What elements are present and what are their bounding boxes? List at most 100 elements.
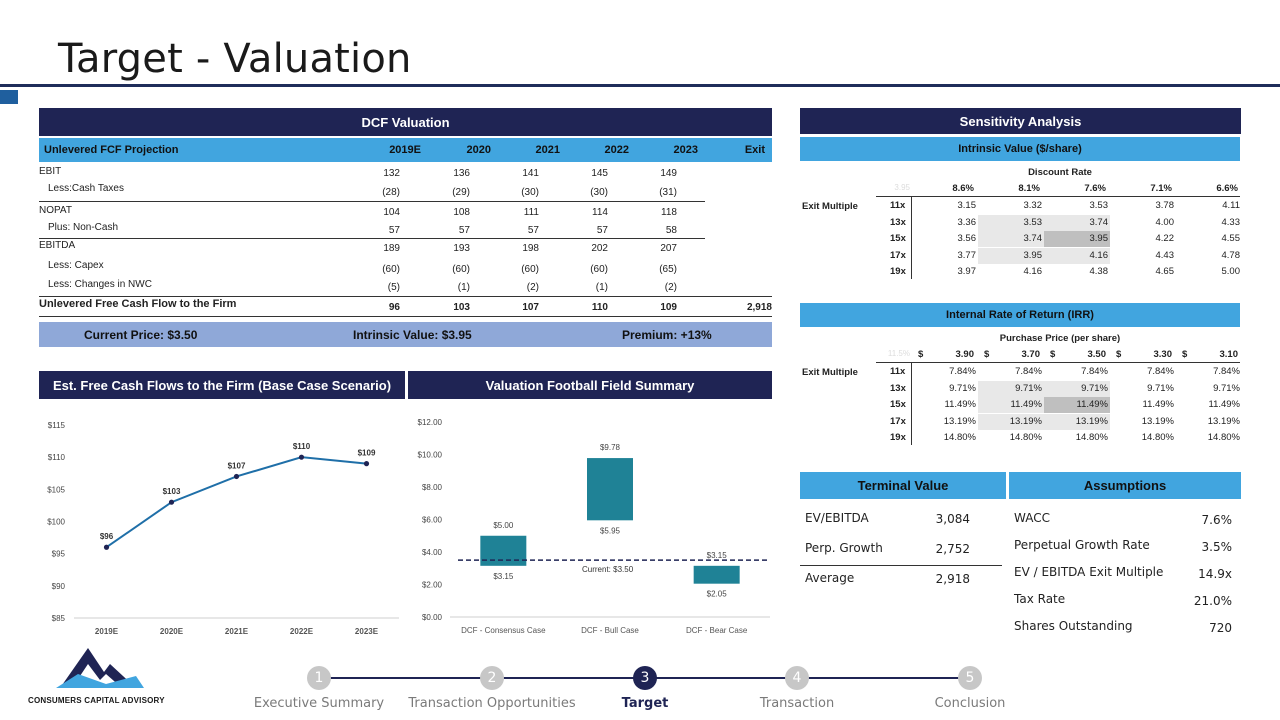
dcf-cell: (1) <box>595 282 608 293</box>
sensitivity-cell: 14.80% <box>1141 432 1174 443</box>
range-high-label: $3.15 <box>707 551 728 560</box>
nav-step-1[interactable]: 1 <box>307 666 331 690</box>
data-point <box>233 473 240 480</box>
data-label: $109 <box>358 449 376 458</box>
sensitivity-row-title: Exit Multiple <box>802 201 858 212</box>
dcf-year-header: 2020 <box>466 144 491 156</box>
irr-title: Internal Rate of Return (IRR) <box>800 303 1240 327</box>
terminal-value-row: Average 2,918 <box>800 571 1002 591</box>
sensitivity-cell: 4.33 <box>1221 216 1241 228</box>
assumption-label: EV / EBITDA Exit Multiple <box>1014 565 1164 579</box>
terminal-value-amount: 2,918 <box>935 572 970 586</box>
assumption-value: 14.9x <box>1198 567 1232 581</box>
y-tick-label: $10.00 <box>418 451 443 460</box>
sensitivity-corner: 3.95 <box>894 183 910 192</box>
sensitivity-cell: 9.71% <box>949 382 976 394</box>
sensitivity-cell: 11.49% <box>944 399 976 410</box>
assumption-row: Perpetual Growth Rate 3.5% <box>1009 538 1241 558</box>
y-tick-label: $12.00 <box>418 418 443 427</box>
premium: Premium: +13% <box>622 328 712 342</box>
nav-step-4[interactable]: 4 <box>785 666 809 690</box>
dcf-row-label: Less:Cash Taxes <box>48 183 124 194</box>
price-summary-bar: Current Price: $3.50 Intrinsic Value: $3… <box>39 322 772 347</box>
sensitivity-side-rule <box>911 363 912 445</box>
series-line <box>105 456 367 549</box>
sensitivity-cell: 3.95 <box>978 247 1044 264</box>
current-price: Current Price: $3.50 <box>84 328 198 342</box>
sensitivity-cell: 9.71% <box>1213 382 1240 394</box>
dcf-cell: 57 <box>388 225 400 236</box>
dcf-cell: 132 <box>383 168 400 179</box>
x-tick-label: 2023E <box>355 627 379 636</box>
dcf-cell: (28) <box>382 187 400 198</box>
dcf-row-label: Unlevered Free Cash Flow to the Firm <box>39 298 237 310</box>
sensitivity-cell: 4.43 <box>1155 249 1175 261</box>
dcf-cell: 198 <box>522 243 539 254</box>
dcf-cell: (30) <box>521 187 539 198</box>
sensitivity-col-header: 3.90 <box>955 349 975 360</box>
intrinsic-sensitivity-table: Discount Rate 3.95 8.6% 8.1% 7.6% 7.1% 6.6% Exi… <box>800 165 1240 280</box>
nav-label[interactable]: Conclusion <box>934 696 1006 711</box>
y-tick-label: $90 <box>52 582 66 591</box>
dcf-cell: 207 <box>660 243 677 254</box>
dcf-cell: 111 <box>523 207 539 218</box>
dcf-subheader: Unlevered FCF Projection 2019E 2020 2021… <box>39 138 772 162</box>
dcf-cell: (29) <box>452 187 470 198</box>
dcf-row-label: Plus: Non-Cash <box>48 222 119 233</box>
dcf-rule <box>39 238 705 239</box>
sensitivity-cell: 11.49% <box>978 397 1044 413</box>
sensitivity-row-label: 19x <box>890 432 906 443</box>
valuation-range-bar <box>693 565 740 584</box>
dcf-cell: 145 <box>591 168 608 179</box>
data-point <box>298 454 305 460</box>
terminal-value-header: Terminal Value <box>800 472 1006 499</box>
sensitivity-header-rule <box>876 196 1240 197</box>
dcf-cell: 109 <box>660 302 677 313</box>
fcf-line-chart: $85 $90 $95 $100 $105 $110 $115 $96 2019E $103 202… <box>47 421 399 636</box>
dcf-row: Less: Capex (60) (60) (60) (60) (65) <box>39 260 772 278</box>
sensitivity-cell: 14.80% <box>1075 432 1108 443</box>
dcf-rule <box>39 316 772 317</box>
sensitivity-col-header: 6.6% <box>1216 183 1238 194</box>
sensitivity-col-header: 3.10 <box>1219 349 1239 360</box>
nav-label[interactable]: Executive Summary <box>253 696 385 711</box>
y-tick-label: $105 <box>47 485 65 494</box>
sensitivity-cell: 4.65 <box>1155 266 1175 277</box>
football-field-header: Valuation Football Field Summary <box>408 371 772 399</box>
dcf-subheader-label: Unlevered FCF Projection <box>44 144 179 156</box>
terminal-value-rule <box>800 565 1002 566</box>
sensitivity-cell: 3.32 <box>1023 200 1043 211</box>
sensitivity-cell: 3.53 <box>978 214 1044 231</box>
dcf-row: NOPAT 104 108 111 114 118 <box>39 205 772 223</box>
data-point <box>103 544 110 550</box>
fcf-chart-header: Est. Free Cash Flows to the Firm (Base C… <box>39 371 405 399</box>
nav-step-2[interactable]: 2 <box>480 666 504 690</box>
sensitivity-header: Sensitivity Analysis <box>800 108 1241 134</box>
sensitivity-cell: 11.49% <box>1142 399 1174 410</box>
dcf-cell: 110 <box>591 302 608 313</box>
terminal-value-row: EV/EBITDA 3,084 <box>800 511 1002 531</box>
nav-label[interactable]: Transaction Opportunities <box>408 696 576 711</box>
sensitivity-row-label: 17x <box>890 415 906 427</box>
nav-label[interactable]: Transaction <box>759 696 835 711</box>
sensitivity-row-label: 19x <box>890 266 906 277</box>
x-tick-label: 2019E <box>95 627 119 636</box>
sensitivity-cell: 3.74 <box>1044 214 1110 231</box>
dcf-cell: (5) <box>387 282 400 293</box>
nav-label[interactable]: Target <box>621 696 669 711</box>
dcf-row: Unlevered Free Cash Flow to the Firm 96 10… <box>39 298 772 316</box>
title-divider <box>0 84 1280 87</box>
dcf-cell: 202 <box>591 243 608 254</box>
intrinsic-value-title: Intrinsic Value ($/share) <box>800 137 1240 161</box>
dcf-cell: 141 <box>522 168 539 179</box>
dcf-cell: (65) <box>659 264 677 275</box>
sensitivity-cell: 3.15 <box>957 200 977 211</box>
nav-step-3[interactable]: 3 <box>633 666 657 690</box>
sensitivity-cell: 3.56 <box>957 233 977 244</box>
dcf-cell: (30) <box>590 187 608 198</box>
sensitivity-cell: 9.71% <box>1147 382 1174 394</box>
dcf-cell: (1) <box>457 282 470 293</box>
nav-step-5[interactable]: 5 <box>958 666 982 690</box>
dcf-cell: 57 <box>596 225 608 236</box>
range-low-label: $2.05 <box>707 590 728 599</box>
